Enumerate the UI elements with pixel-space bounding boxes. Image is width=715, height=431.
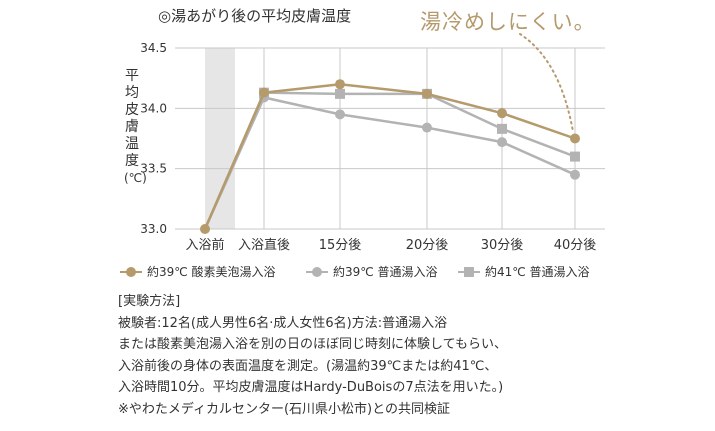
x-tick-label: 15分後 bbox=[319, 238, 362, 253]
y-axis-label-char: 度 bbox=[125, 153, 139, 169]
chart-title: ◎湯あがり後の平均皮膚温度 bbox=[158, 7, 352, 25]
x-tick-label: 20分後 bbox=[406, 238, 449, 253]
y-axis-label-char: 膚 bbox=[125, 119, 139, 135]
data-point-circle bbox=[422, 122, 432, 133]
y-axis-label-char: 温 bbox=[125, 136, 139, 152]
x-tick-label: 40分後 bbox=[554, 238, 597, 253]
legend-swatch bbox=[306, 266, 328, 277]
x-tick-label: 30分後 bbox=[481, 238, 524, 253]
series-line bbox=[203, 91, 576, 230]
legend-label: 約39℃ 酸素美泡湯入浴 bbox=[147, 265, 276, 279]
legend-label: 約41℃ 普通湯入浴 bbox=[485, 265, 590, 279]
notes-line: 入浴時間10分。平均皮膚温度はHardy-DuBoisの7点法を用いた。) bbox=[118, 380, 504, 395]
x-tick-label: 入浴直後 bbox=[238, 238, 290, 253]
before-bath-band bbox=[205, 48, 235, 229]
y-axis-label-char: 皮 bbox=[125, 102, 139, 118]
notes-line: 被験者:12名(成人男性6名·成人女性6名)方法:普通湯入浴 bbox=[118, 315, 448, 331]
notes-line: または酸素美泡湯入浴を別の日のほぼ同じ時刻に体験してもらい、 bbox=[118, 337, 507, 352]
legend-item-normal-41: 約41℃ 普通湯入浴 bbox=[458, 263, 590, 280]
data-point-circle bbox=[497, 108, 507, 119]
legend-label: 約39℃ 普通湯入浴 bbox=[333, 265, 438, 279]
data-point-circle bbox=[497, 137, 507, 148]
data-point-square bbox=[497, 123, 507, 134]
square-marker-icon bbox=[464, 266, 474, 277]
notes-line: ※やわたメディカルセンター(石川県小松市)との共同検証 bbox=[118, 401, 450, 417]
data-point-circle bbox=[422, 88, 432, 99]
data-point-circle bbox=[200, 224, 210, 234]
series-line bbox=[203, 82, 576, 230]
y-tick-label: 33.5 bbox=[140, 162, 167, 176]
experiment-notes: [実験方法] 被験者:12名(成人男性6名·成人女性6名)方法:普通湯入浴 また… bbox=[118, 291, 507, 420]
data-point-square bbox=[570, 151, 580, 162]
line-chart: 33.0 33.5 34.0 34.5 入浴前 入浴直後 15分後 20分後 30分後 40分後 bbox=[140, 33, 605, 253]
y-tick-label: 34.0 bbox=[140, 101, 167, 115]
legend-item-normal-39: 約39℃ 普通湯入浴 bbox=[306, 263, 438, 280]
y-axis-label-char: 平 bbox=[125, 68, 139, 84]
callout-leader-line bbox=[519, 33, 574, 133]
data-point-square bbox=[335, 88, 345, 99]
y-axis-label-char: 均 bbox=[125, 85, 139, 101]
x-tick-label: 入浴前 bbox=[185, 237, 224, 253]
y-axis-label: 平 均 皮 膚 温 度 (℃) bbox=[124, 68, 147, 187]
notes-heading: [実験方法] bbox=[118, 294, 181, 309]
legend-swatch bbox=[120, 266, 142, 277]
legend-item-oxygen-39: 約39℃ 酸素美泡湯入浴 bbox=[120, 263, 276, 280]
data-point-circle bbox=[335, 79, 345, 90]
y-tick-label: 33.0 bbox=[140, 222, 167, 236]
notes-line: 入浴前後の身体の表面温度を測定。(湯温約39℃または約41℃、 bbox=[118, 358, 498, 374]
circle-marker-icon bbox=[312, 266, 322, 277]
y-tick-label: 34.5 bbox=[140, 41, 167, 55]
data-point-circle bbox=[259, 87, 269, 98]
callout-annotation: 湯冷めしにくい。 bbox=[420, 10, 596, 34]
data-point-circle bbox=[570, 133, 580, 144]
data-point-circle bbox=[570, 169, 580, 180]
series-line bbox=[203, 96, 576, 230]
circle-marker-icon bbox=[126, 266, 136, 277]
data-point-circle bbox=[335, 109, 345, 120]
legend-swatch bbox=[458, 266, 480, 277]
